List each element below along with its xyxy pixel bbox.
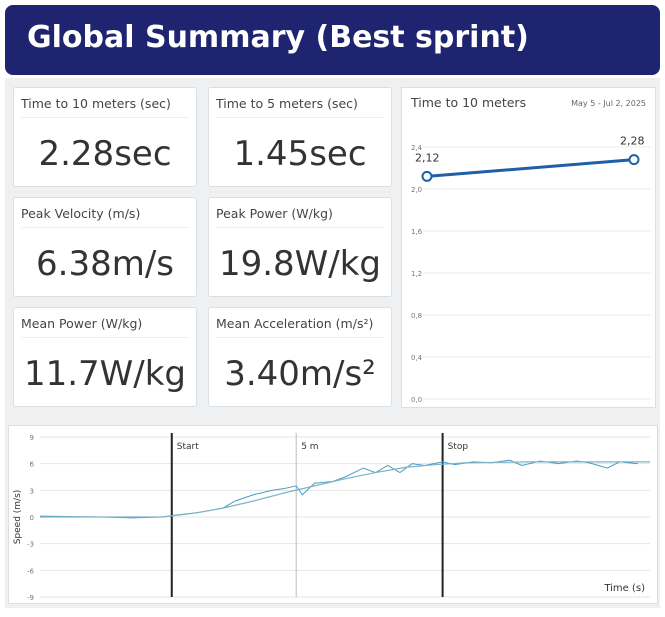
y-tick-label: 6	[30, 461, 35, 469]
speed-chart: -9 -6 -3 0 3 6 9 Speed (m/s) Time (s) Start 5 m Sto…	[8, 425, 658, 604]
mini-chart: Time to 10 meters May 5 - Jul 2, 2025 0,0 0…	[401, 87, 656, 408]
card-border	[401, 87, 656, 408]
metric-label: Peak Velocity (m/s)	[21, 206, 189, 228]
x-axis-label: Time (s)	[603, 583, 645, 594]
metric-label: Mean Power (W/kg)	[21, 316, 189, 338]
metric-value: 6.38m/s	[36, 244, 174, 284]
metric-card: Mean Power (W/kg) 11.7W/kg	[13, 307, 197, 407]
chart-title: Time to 10 meters	[410, 95, 526, 110]
y-tick-label: 9	[30, 434, 34, 442]
metric-value: 11.7W/kg	[23, 354, 187, 394]
metric-value: 2.28sec	[38, 134, 172, 174]
event-label: Start	[177, 442, 199, 452]
y-tick-label: -9	[27, 594, 34, 602]
y-tick-label: 1,6	[411, 228, 423, 236]
speed-line	[40, 461, 650, 518]
data-label: 2,28	[620, 135, 645, 148]
header-title: Global Summary (Best sprint)	[5, 5, 660, 75]
y-tick-label: -3	[27, 541, 34, 549]
y-tick-label: 2,0	[411, 186, 422, 194]
data-label: 2,12	[415, 151, 440, 164]
y-tick-label: 3	[30, 487, 34, 495]
point	[421, 170, 433, 182]
speed-line	[39, 459, 638, 519]
y-tick-label: 0,4	[411, 354, 423, 362]
metric-value: 3.40m/s²	[224, 354, 376, 394]
metric-card: Mean Acceleration (m/s²) 3.40m/s²	[208, 307, 392, 407]
y-tick-label: -6	[27, 567, 35, 575]
metric-value: 1.45sec	[233, 134, 367, 174]
metric-label: Peak Power (W/kg)	[216, 206, 384, 228]
y-tick-label: 0	[30, 514, 34, 522]
metric-label: Time to 5 meters (sec)	[216, 96, 384, 118]
y-tick-label: 2,4	[411, 144, 423, 152]
metric-label: Time to 10 meters (sec)	[21, 96, 189, 118]
line	[426, 158, 635, 178]
metric-label: Mean Acceleration (m/s²)	[216, 316, 384, 338]
metric-card: Peak Velocity (m/s) 6.38m/s	[13, 197, 197, 297]
y-tick-label: 1,2	[411, 270, 422, 278]
card-border	[8, 425, 658, 604]
metric-value: 19.8W/kg	[218, 244, 382, 284]
chart-subtitle: May 5 - Jul 2, 2025	[571, 99, 646, 108]
y-tick-label: 0,8	[411, 312, 422, 320]
event-label: Stop	[448, 442, 469, 452]
metric-card: Peak Power (W/kg) 19.8W/kg	[208, 197, 392, 297]
event-label: 5 m	[301, 442, 318, 452]
metric-card: Time to 10 meters (sec) 2.28sec	[13, 87, 197, 187]
metric-card: Time to 5 meters (sec) 1.45sec	[208, 87, 392, 187]
y-axis-label: Speed (m/s)	[13, 490, 23, 545]
point	[628, 154, 640, 166]
y-tick-label: 0,0	[411, 396, 422, 404]
